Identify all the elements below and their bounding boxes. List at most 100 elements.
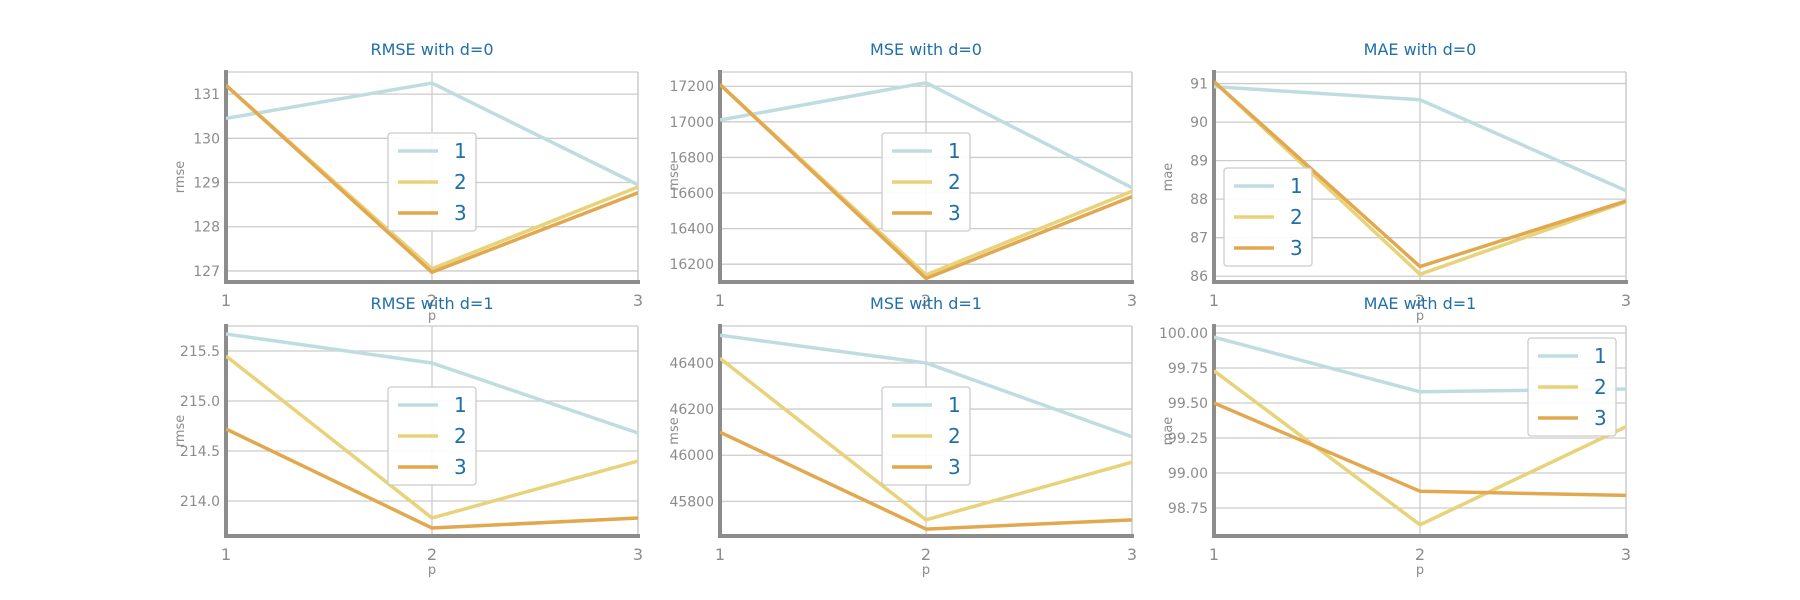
legend-label: 1 [1290,174,1303,198]
x-tick-label: 2 [1415,545,1425,564]
x-tick-label: 1 [715,291,725,310]
x-tick-label: 3 [1127,545,1137,564]
y-tick-label: 99.75 [1168,361,1208,377]
x-axis-label: p [1416,563,1424,578]
x-tick-label: 2 [1415,291,1425,310]
y-tick-label: 131 [193,87,220,103]
series-line-2 [226,354,638,520]
y-tick-label: 91 [1190,77,1208,93]
y-tick-label: 46400 [669,356,714,372]
y-tick-label: 130 [193,131,220,147]
y-tick-label: 16200 [669,257,714,273]
x-tick-label: 2 [427,291,437,310]
x-tick-label: 1 [715,545,725,564]
series-line-1 [720,333,1132,439]
y-axis-label: rmse [173,161,188,194]
y-tick-label: 87 [1190,231,1208,247]
x-axis-label: p [922,563,930,578]
series-group [720,80,1132,281]
y-tick-label: 89 [1190,154,1208,170]
legend-label: 1 [454,393,467,417]
y-tick-label: 16600 [669,186,714,202]
y-tick-label: 128 [193,220,220,236]
series-line-1 [720,80,1132,190]
chart-panel-1: 127 128 129 130 131 1 2 3 p rmse RMSE with d=0 1 2 3 [173,40,643,324]
chart-panel-5: 45800 46000 46200 46400 1 2 3 p mse MSE with d=1 1… [667,294,1137,578]
series-line-3 [720,83,1132,281]
legend: 1 2 3 [387,132,477,232]
x-tick-label: 2 [921,545,931,564]
series-line-2 [1214,369,1626,527]
legend-label: 1 [948,139,961,163]
legend-label: 1 [948,393,961,417]
y-axis-label: rmse [173,415,188,448]
y-tick-label: 215.0 [180,394,220,410]
y-tick-label: 99.00 [1168,466,1208,482]
x-tick-label: 1 [221,291,231,310]
x-tick-label: 3 [1621,545,1631,564]
chart-title: MSE with d=0 [870,40,982,59]
x-tick-label: 2 [921,291,931,310]
y-tick-label: 99.50 [1168,396,1208,412]
series-line-3 [226,83,638,275]
series-line-2 [1214,80,1626,277]
y-axis-label: mae [1161,417,1176,446]
y-tick-label: 98.75 [1168,501,1208,517]
legend-label: 2 [948,170,961,194]
legend-label: 3 [454,201,467,225]
legend-label: 2 [454,170,467,194]
series-line-3 [1214,80,1626,269]
legend-label: 3 [948,455,961,479]
x-tick-label: 3 [1621,291,1631,310]
chart-panel-2: 16200 16400 16600 16800 17000 17200 1 2 3 mse MSE … [667,40,1137,310]
y-tick-label: 100.00 [1159,326,1208,342]
y-tick-label: 46200 [669,402,714,418]
legend-label: 2 [1594,375,1607,399]
y-tick-label: 16800 [669,150,714,166]
y-tick-label: 45800 [669,494,714,510]
y-tick-label: 46000 [669,448,714,464]
x-tick-label: 3 [633,545,643,564]
x-tick-label: 3 [633,291,643,310]
series-line-3 [1214,401,1626,498]
series-group [226,81,638,275]
series-line-1 [226,332,638,435]
series-group [226,332,638,530]
chart-title: RMSE with d=1 [370,294,493,313]
series-group [720,333,1132,531]
chart-panel-3: 86 87 88 89 90 91 1 2 3 p mae MAE with d=0 1 2 3 [1161,40,1631,324]
legend-label: 2 [948,424,961,448]
y-tick-label: 88 [1190,192,1208,208]
y-tick-label: 127 [193,264,220,280]
x-tick-label: 2 [427,545,437,564]
legend-label: 3 [1290,236,1303,260]
series-line-1 [1214,84,1626,193]
legend-label: 3 [454,455,467,479]
y-tick-label: 17000 [669,115,714,131]
legend: 1 2 3 [1527,337,1617,437]
legend: 1 2 3 [387,386,477,486]
y-tick-label: 99.25 [1168,431,1208,447]
y-tick-label: 215.5 [180,344,220,360]
y-tick-label: 214.5 [180,444,220,460]
x-tick-label: 1 [221,545,231,564]
chart-title: MAE with d=0 [1364,40,1477,59]
legend: 1 2 3 [881,132,971,232]
y-tick-label: 129 [193,176,220,192]
chart-title: RMSE with d=0 [370,40,493,59]
y-tick-label: 16400 [669,222,714,238]
legend-label: 3 [1594,406,1607,430]
y-axis-label: mae [1161,163,1176,192]
y-tick-label: 214.0 [180,494,220,510]
x-tick-label: 1 [1209,291,1219,310]
series-line-1 [226,81,638,187]
legend-label: 1 [1594,344,1607,368]
x-axis-label: p [1416,309,1424,324]
x-tick-label: 1 [1209,545,1219,564]
legend: 1 2 3 [1223,167,1313,267]
x-axis-label: p [428,563,436,578]
x-tick-label: 3 [1127,291,1137,310]
series-group [1214,80,1626,277]
